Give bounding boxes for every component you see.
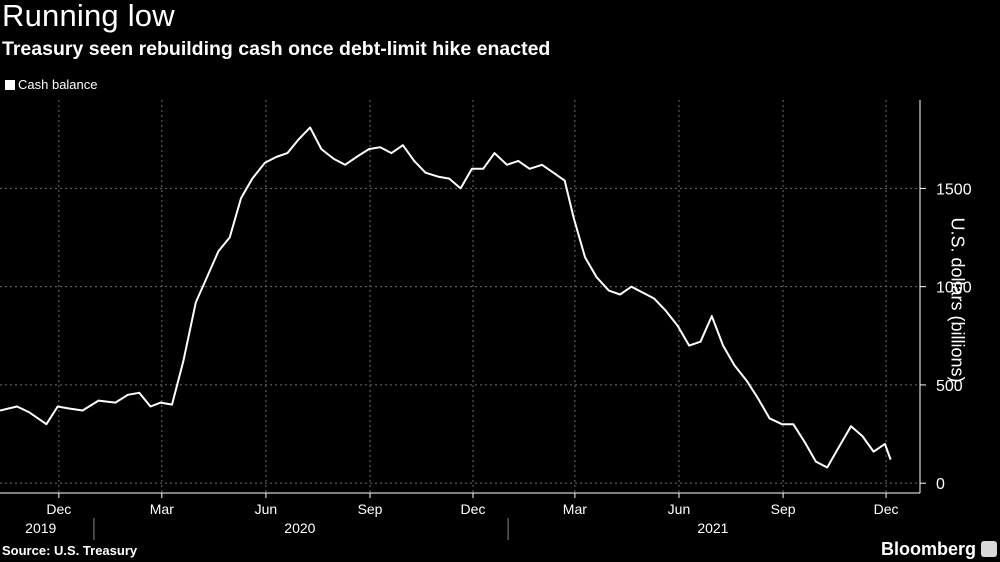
- chart-subtitle: Treasury seen rebuilding cash once debt-…: [2, 38, 551, 60]
- x-tick-label: Dec: [461, 501, 486, 517]
- brand-logo: Bloomberg: [880, 539, 976, 559]
- x-tick-label: Dec: [46, 501, 71, 517]
- source-note: Source: U.S. Treasury: [2, 543, 138, 558]
- x-tick-label: Jun: [668, 501, 691, 517]
- legend: Cash balance: [5, 77, 98, 92]
- year-label: 2019: [25, 520, 56, 536]
- year-label: 2020: [284, 520, 315, 536]
- x-tick-label: Dec: [874, 501, 899, 517]
- y-axis-label: U.S. dollars (billions): [947, 217, 968, 383]
- x-tick-label: Sep: [358, 501, 383, 517]
- x-tick-label: Jun: [255, 501, 278, 517]
- y-tick-label: 500: [936, 378, 963, 395]
- legend-label: Cash balance: [18, 77, 98, 92]
- y-tick-label: 1500: [936, 181, 972, 198]
- series-line-cash-balance: [0, 126, 892, 469]
- year-label: 2021: [697, 520, 728, 536]
- chart-title: Running low: [2, 0, 175, 33]
- x-tick-label: Mar: [563, 501, 587, 517]
- y-tick-label: 1000: [936, 280, 972, 297]
- x-tick-label: Mar: [150, 501, 174, 517]
- bloomberg-icon: [981, 541, 997, 557]
- x-tick-label: Sep: [771, 501, 796, 517]
- legend-swatch: [5, 79, 15, 90]
- y-tick-label: 0: [936, 476, 945, 493]
